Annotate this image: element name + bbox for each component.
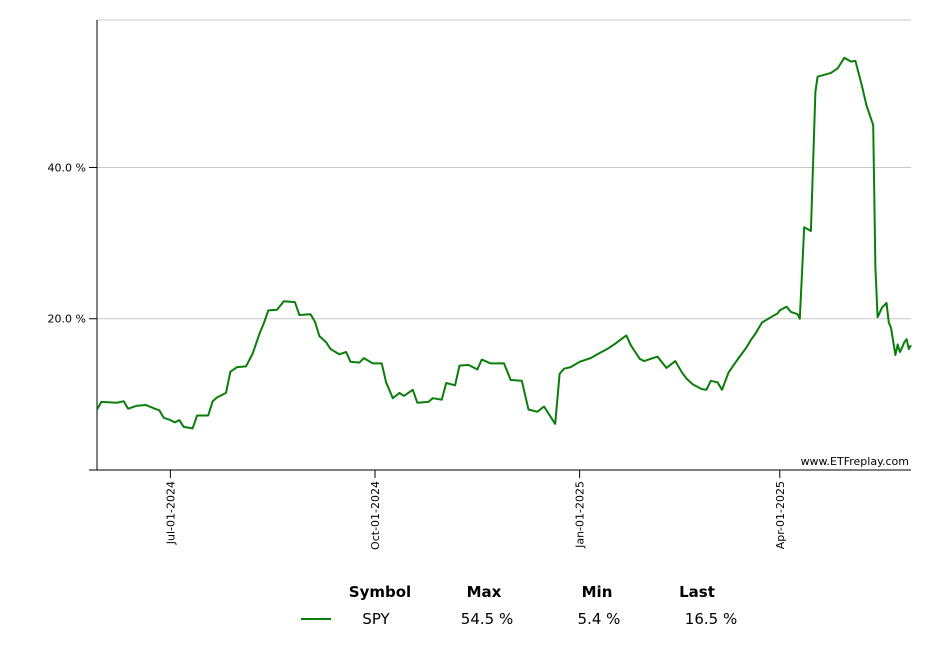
legend-header-max: Max: [467, 583, 502, 601]
legend-last-spy: 16.5 %: [685, 610, 737, 628]
legend-max-spy: 54.5 %: [461, 610, 513, 628]
watermark: www.ETFreplay.com: [801, 455, 909, 468]
x-tick-label: Jan-01-2025: [574, 481, 587, 549]
y-tick-label: 20.0 %: [48, 313, 86, 326]
x-tick-label: Apr-01-2025: [774, 481, 787, 549]
series-layer: [96, 56, 912, 430]
ticks: 20.0 % 40.0 % Jul-01-2024 Oct-01-2024 Jan-01…: [48, 161, 787, 549]
legend-min-spy: 5.4 %: [578, 610, 621, 628]
gridlines: [97, 19, 911, 320]
series-line-spy: [96, 56, 912, 430]
axes: [89, 20, 911, 471]
legend-header-last: Last: [679, 583, 715, 601]
x-tick-label: Oct-01-2024: [369, 481, 382, 550]
y-tick-label: 40.0 %: [48, 161, 86, 174]
legend-symbol-spy: SPY: [362, 610, 390, 628]
legend-header-min: Min: [582, 583, 613, 601]
x-tick-label: Jul-01-2024: [164, 481, 177, 545]
legend-header-symbol: Symbol: [349, 583, 411, 601]
legend-table: Symbol Max Min Last SPY 54.5 % 5.4 % 16.…: [301, 583, 737, 628]
